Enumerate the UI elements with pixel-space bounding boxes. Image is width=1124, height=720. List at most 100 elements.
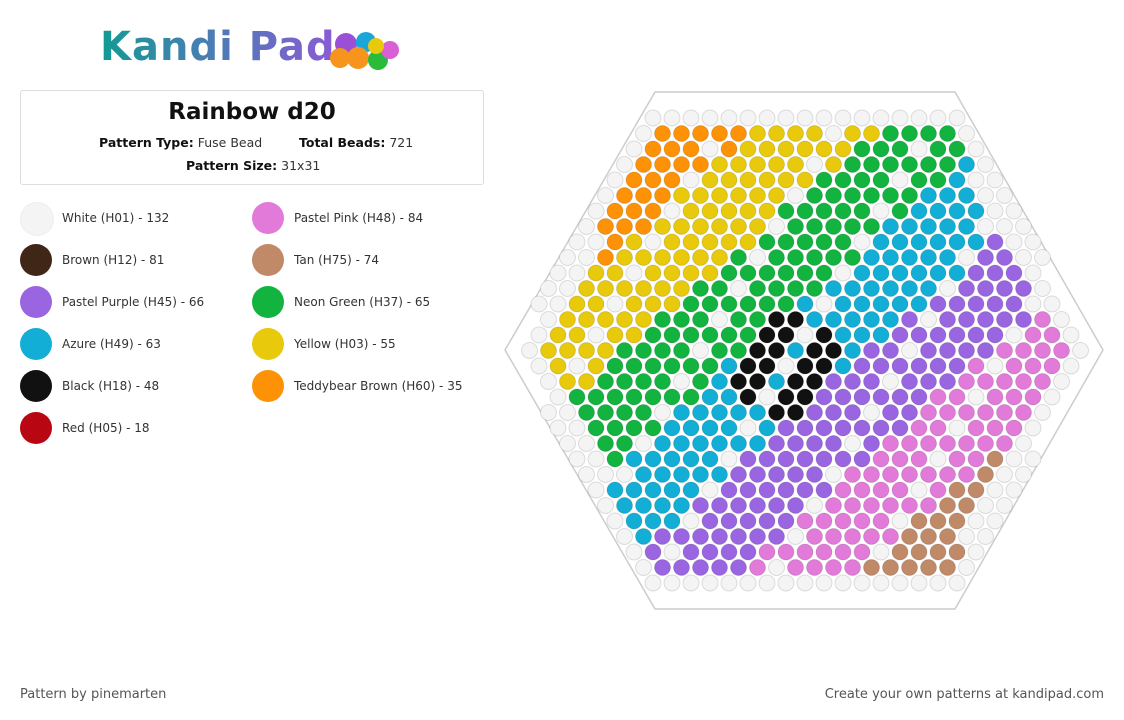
bead <box>739 171 757 189</box>
bead <box>834 419 852 437</box>
bead <box>625 326 643 344</box>
bead <box>1024 295 1042 313</box>
bead <box>587 419 605 437</box>
bead <box>663 202 681 220</box>
bead <box>863 373 880 390</box>
bead <box>701 419 719 437</box>
bead <box>787 218 804 235</box>
bead <box>739 295 757 313</box>
bead <box>625 264 643 282</box>
bead <box>796 171 814 189</box>
bead <box>1015 311 1032 328</box>
bead <box>720 574 738 592</box>
bead <box>568 357 586 375</box>
bead <box>920 249 937 266</box>
bead <box>730 435 747 452</box>
bead <box>692 435 709 452</box>
bead <box>806 218 823 235</box>
bead <box>673 559 690 576</box>
bead <box>578 218 595 235</box>
bead <box>730 156 747 173</box>
bead <box>815 295 833 313</box>
bead <box>948 202 966 220</box>
bead <box>682 388 700 406</box>
bead <box>853 543 871 561</box>
bead <box>996 187 1013 204</box>
bead <box>768 466 785 483</box>
bead <box>606 512 624 530</box>
value: 31x31 <box>281 158 321 173</box>
bead <box>806 435 823 452</box>
bead <box>825 218 842 235</box>
bead <box>701 357 719 375</box>
bead <box>948 388 966 406</box>
bead <box>929 419 947 437</box>
bead <box>844 342 861 359</box>
bead <box>986 388 1004 406</box>
bead <box>834 295 852 313</box>
bead <box>749 156 766 173</box>
bead <box>806 559 823 576</box>
bead <box>749 373 766 390</box>
bead <box>578 404 595 421</box>
bead <box>692 156 709 173</box>
bead <box>663 109 681 127</box>
bead <box>958 218 975 235</box>
bead <box>806 311 823 328</box>
bead <box>549 419 567 437</box>
bead <box>635 404 652 421</box>
bead <box>578 466 595 483</box>
bead <box>815 419 833 437</box>
bead <box>863 342 880 359</box>
bead <box>739 450 757 468</box>
label: Total Beads: <box>299 135 386 150</box>
bead <box>540 311 557 328</box>
bead <box>796 543 814 561</box>
bead <box>711 497 728 514</box>
bead <box>777 543 795 561</box>
bead <box>578 342 595 359</box>
bead <box>568 419 586 437</box>
legend-label: Tan (H75) - 74 <box>294 253 380 267</box>
bead <box>654 466 671 483</box>
bead <box>597 342 614 359</box>
bead <box>625 481 643 499</box>
bead <box>853 450 871 468</box>
bead <box>758 109 776 127</box>
bead <box>749 311 766 328</box>
bead <box>739 512 757 530</box>
bead <box>967 202 985 220</box>
bead <box>891 171 909 189</box>
bead <box>787 342 804 359</box>
bead <box>882 125 899 142</box>
bead <box>1005 202 1023 220</box>
bead <box>777 512 795 530</box>
bead <box>578 373 595 390</box>
bead <box>654 125 671 142</box>
bead <box>739 264 757 282</box>
bead <box>910 481 928 499</box>
bead <box>606 202 624 220</box>
bead <box>834 264 852 282</box>
bead <box>777 326 795 344</box>
bead <box>844 466 861 483</box>
bead <box>625 543 643 561</box>
bead <box>720 295 738 313</box>
bead <box>815 264 833 282</box>
bead <box>996 280 1013 297</box>
bead <box>844 280 861 297</box>
logo-beads <box>330 32 399 70</box>
bead <box>720 450 738 468</box>
bead <box>701 574 719 592</box>
bead <box>958 125 975 142</box>
footer-link[interactable]: Create your own patterns at kandipad.com <box>824 687 1104 702</box>
logo[interactable]: Kandi Pad <box>100 24 336 70</box>
bead <box>834 388 852 406</box>
bead <box>654 249 671 266</box>
bead <box>644 481 662 499</box>
bead <box>815 171 833 189</box>
bead <box>720 202 738 220</box>
footer-credit: Pattern by pinemarten <box>20 687 167 702</box>
bead <box>939 280 956 297</box>
bead <box>749 466 766 483</box>
